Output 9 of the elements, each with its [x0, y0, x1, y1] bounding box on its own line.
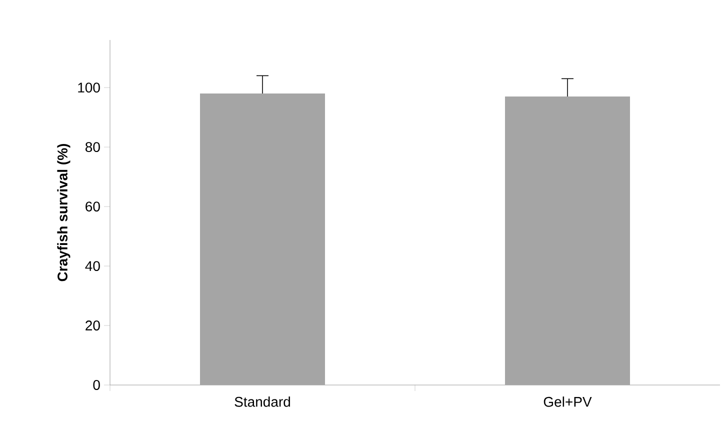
y-tick-label: 0: [93, 380, 100, 390]
y-tick-label: 20: [86, 320, 100, 330]
x-tick-label: Gel+PV: [544, 396, 592, 407]
x-tick-label: Standard: [234, 396, 290, 407]
y-tick-label: 80: [86, 142, 100, 152]
y-axis-title: Crayfish survival (%): [57, 144, 70, 282]
y-tick-label: 100: [78, 82, 100, 93]
y-tick-label: 60: [86, 202, 100, 212]
y-tick-label: 40: [85, 261, 100, 271]
